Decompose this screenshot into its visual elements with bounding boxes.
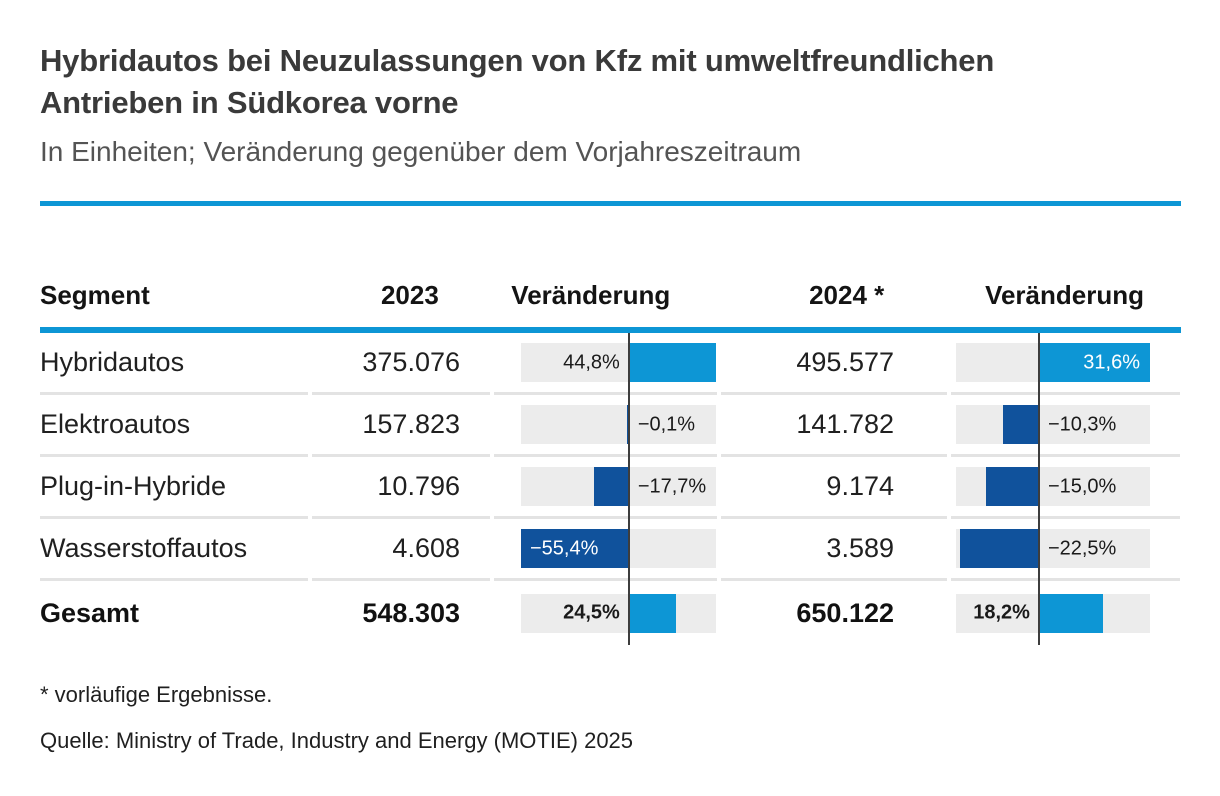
bar: [628, 593, 677, 633]
bar: [1002, 405, 1039, 444]
change-label: −22,5%: [1047, 537, 1117, 559]
table-row-wasserstoffautos: Wasserstoffautos 4.608 −55,4% 3.589 −22,…: [40, 519, 1180, 581]
segment-label: Plug-in-Hybride: [40, 457, 308, 519]
segment-label: Gesamt: [40, 597, 140, 628]
value-2024: 650.122: [796, 597, 894, 628]
change-bar-2023: 24,5%: [521, 593, 716, 633]
change-label: 31,6%: [1083, 351, 1140, 373]
column-header-segment: Segment: [40, 280, 150, 310]
change-bar-2024: 31,6%: [956, 343, 1150, 382]
table-row-gesamt: Gesamt 548.303 24,5% 650.122 18,2%: [40, 581, 1180, 645]
chart-subtitle: In Einheiten; Veränderung gegenüber dem …: [40, 136, 802, 167]
footnote: * vorläufige Ergebnisse.: [40, 682, 273, 707]
value-2023: 4.608: [312, 519, 490, 581]
bar: [1038, 593, 1103, 633]
change-bar-2023: 44,8%: [521, 343, 716, 382]
value-2024: 495.577: [721, 333, 947, 395]
bar: [1038, 343, 1150, 382]
value-2023: 375.076: [312, 333, 490, 395]
top-divider-rule: [40, 201, 1181, 206]
value-2023: 10.796: [312, 457, 490, 519]
change-label: 44,8%: [563, 351, 620, 373]
change-label: −10,3%: [1047, 413, 1117, 435]
table-header-row: Segment 2023 Veränderung 2024 * Veränder…: [40, 264, 1180, 327]
bar: [521, 529, 629, 568]
zero-axis-line-2024: [1038, 333, 1040, 645]
change-bar-2024: −22,5%: [956, 529, 1150, 568]
change-bar-2023: −0,1%: [521, 405, 716, 444]
value-2023: 157.823: [312, 395, 490, 457]
change-bar-2024: −15,0%: [956, 467, 1150, 506]
value-2024: 141.782: [721, 395, 947, 457]
change-label: −15,0%: [1047, 475, 1117, 497]
segment-label: Elektroautos: [40, 395, 308, 457]
bar: [986, 467, 1039, 506]
change-bar-2023: −17,7%: [521, 467, 716, 506]
change-label: −0,1%: [637, 413, 696, 435]
source-credit: Quelle: Ministry of Trade, Industry and …: [40, 728, 634, 753]
value-2024: 9.174: [721, 457, 947, 519]
segment-label: Wasserstoffautos: [40, 519, 308, 581]
change-bar-2024: −10,3%: [956, 405, 1150, 444]
chart-title: Hybridautos bei Neuzulassungen von Kfz m…: [40, 43, 995, 120]
change-label: 24,5%: [563, 601, 620, 624]
value-2023: 548.303: [362, 597, 460, 628]
value-2024: 3.589: [721, 519, 947, 581]
table-row-plug-in-hybride: Plug-in-Hybride 10.796 −17,7% 9.174 −15,…: [40, 457, 1180, 519]
table-row-hybridautos: Hybridautos 375.076 44,8% 495.577 31,6%: [40, 333, 1180, 395]
change-label: 18,2%: [973, 601, 1030, 624]
column-header-change-2023: Veränderung: [511, 280, 671, 310]
zero-axis-line-2023: [628, 333, 630, 645]
header-divider-rule: [40, 327, 1181, 333]
change-bar-2024: 18,2%: [956, 593, 1150, 633]
table-body: Hybridautos 375.076 44,8% 495.577 31,6% …: [40, 333, 1180, 645]
bar: [959, 529, 1039, 568]
bar: [628, 343, 716, 382]
change-bar-2023: −55,4%: [521, 529, 716, 568]
column-header-2024: 2024 *: [809, 280, 885, 310]
column-header-2023: 2023: [380, 280, 439, 310]
bar: [594, 467, 629, 506]
change-label: −17,7%: [637, 475, 707, 497]
table-row-elektroautos: Elektroautos 157.823 −0,1% 141.782 −10,3…: [40, 395, 1180, 457]
segment-label: Hybridautos: [40, 333, 308, 395]
change-label: −55,4%: [530, 537, 599, 559]
column-header-change-2024: Veränderung: [985, 280, 1144, 310]
